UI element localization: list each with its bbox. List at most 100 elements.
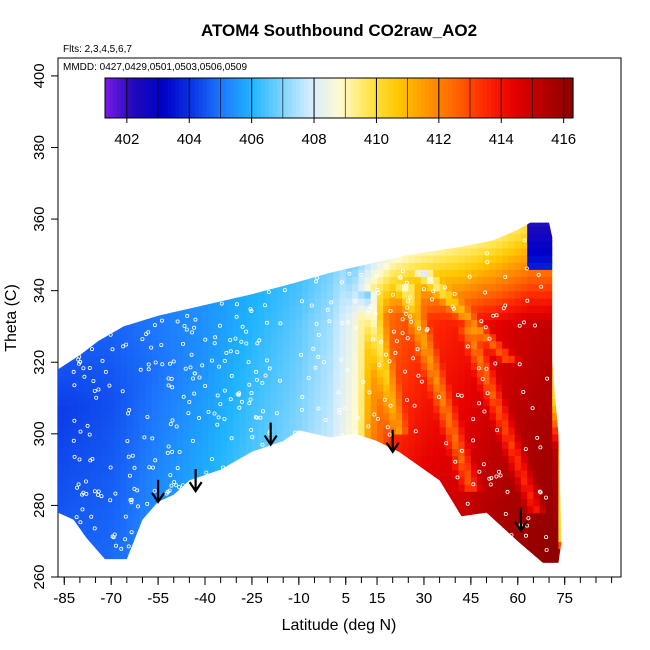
heat-cell — [89, 519, 97, 528]
heat-cell — [145, 498, 153, 507]
heat-cell — [264, 433, 272, 442]
heat-cell — [464, 476, 472, 485]
heat-cell — [514, 505, 522, 514]
heat-cell — [245, 333, 253, 342]
sample-point — [503, 274, 508, 279]
heat-cell — [220, 326, 228, 335]
heat-cell — [520, 455, 528, 464]
heat-cell — [377, 333, 384, 342]
y-tick-label: 320 — [31, 350, 48, 375]
heat-cell — [502, 269, 510, 278]
heat-cell — [151, 483, 159, 492]
heat-cell — [520, 340, 528, 349]
sample-point — [171, 359, 176, 364]
heat-cell — [445, 469, 453, 478]
heat-cell — [145, 383, 153, 392]
heat-cell — [383, 312, 391, 320]
heat-cell — [558, 526, 562, 535]
sample-point — [544, 548, 549, 553]
heat-cell — [333, 412, 341, 421]
heat-cell — [89, 469, 97, 478]
heat-cell — [195, 398, 203, 406]
heat-cell — [214, 390, 222, 399]
heat-cell — [208, 426, 216, 435]
heat-cell — [514, 305, 522, 313]
heat-cell — [395, 326, 403, 335]
heat-cell — [452, 283, 460, 292]
heat-cell — [408, 405, 416, 414]
sample-point — [277, 378, 282, 383]
heat-cell — [114, 383, 122, 392]
heat-cell — [126, 355, 134, 363]
colorbar-segment — [140, 78, 145, 118]
heat-cell — [76, 441, 84, 449]
heat-cell — [502, 319, 510, 328]
heat-cell — [489, 276, 497, 285]
heat-cell — [402, 362, 410, 371]
heat-cell — [270, 412, 278, 421]
heat-cell — [245, 319, 253, 328]
heat-cell — [520, 526, 528, 535]
heat-cell — [483, 433, 491, 442]
heat-cell — [527, 233, 535, 242]
heat-cell — [176, 369, 184, 378]
heat-cell — [464, 405, 472, 414]
heat-cell — [470, 290, 478, 299]
colorbar-segment — [331, 78, 336, 118]
heat-cell — [176, 448, 184, 456]
colorbar-segment — [409, 78, 414, 118]
heat-cell — [126, 383, 134, 392]
heat-cell — [414, 254, 422, 263]
heat-cell — [533, 269, 541, 278]
heat-cell — [101, 412, 109, 421]
heat-cell — [114, 340, 122, 349]
heat-cell — [552, 412, 560, 421]
heat-cell — [76, 376, 84, 385]
sample-point — [365, 310, 370, 315]
heat-cell — [120, 405, 128, 414]
heat-cell — [289, 312, 297, 320]
heat-cell — [489, 326, 497, 335]
heat-cell — [552, 476, 560, 485]
heat-cell — [264, 312, 272, 320]
heat-cell — [283, 362, 291, 371]
heat-cell — [345, 347, 353, 356]
heat-cell — [108, 505, 115, 514]
heat-cell — [364, 290, 372, 299]
heat-cell — [239, 333, 247, 342]
heat-cell — [514, 526, 522, 535]
heat-cell — [170, 398, 178, 406]
heat-cell — [470, 297, 478, 306]
heat-cell — [70, 390, 78, 399]
heat-cell — [158, 383, 166, 392]
heat-cell — [120, 548, 128, 557]
sample-point — [186, 411, 191, 416]
heat-cell — [514, 254, 522, 263]
heat-cell — [364, 333, 372, 342]
heat-cell — [477, 498, 485, 507]
colorbar-segment — [401, 78, 406, 118]
heat-cell — [545, 319, 553, 328]
heat-cell — [389, 405, 397, 414]
colorbar-segment — [354, 78, 360, 118]
heat-cell — [470, 383, 478, 392]
heat-cell — [220, 419, 228, 428]
heat-cell — [533, 240, 541, 249]
heat-cell — [108, 541, 115, 550]
heat-cell — [83, 362, 90, 371]
heat-cell — [489, 383, 497, 392]
sample-point — [153, 458, 158, 463]
heat-cell — [514, 362, 522, 371]
plot-area: -85 -70 -55 -40 -25 -10 5 15 30 45 60 75 2602803003… — [31, 57, 622, 607]
sample-point — [169, 376, 174, 381]
heat-cell — [452, 448, 460, 456]
heat-cell — [276, 405, 284, 414]
sample-point — [107, 383, 112, 388]
sample-point — [400, 317, 405, 322]
heat-cell — [108, 483, 115, 492]
colorbar-segment — [553, 78, 558, 118]
heat-cell — [470, 340, 478, 349]
sample-point — [375, 287, 380, 292]
